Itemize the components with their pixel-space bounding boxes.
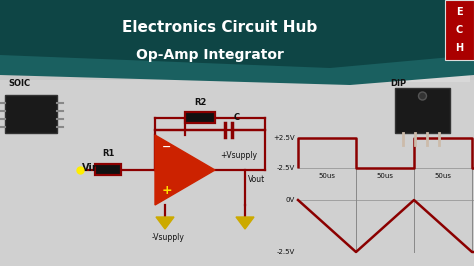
Text: -2.5V: -2.5V (277, 249, 295, 255)
FancyBboxPatch shape (395, 88, 450, 133)
Polygon shape (236, 217, 254, 229)
Text: Vout: Vout (248, 176, 265, 185)
Text: +: + (162, 184, 173, 197)
Text: R1: R1 (102, 149, 114, 158)
Polygon shape (0, 0, 474, 85)
Text: 50us: 50us (319, 173, 336, 179)
Text: Vin: Vin (82, 163, 100, 173)
Polygon shape (0, 0, 474, 68)
Polygon shape (155, 135, 215, 205)
FancyBboxPatch shape (95, 164, 121, 175)
FancyBboxPatch shape (280, 0, 470, 82)
Text: SOIC: SOIC (8, 78, 30, 88)
Text: +2.5V: +2.5V (273, 135, 295, 141)
Text: R2: R2 (194, 98, 206, 107)
Text: -2.5V: -2.5V (277, 165, 295, 171)
Text: +Vsupply: +Vsupply (220, 151, 257, 160)
Text: 50us: 50us (435, 173, 452, 179)
FancyBboxPatch shape (185, 112, 215, 123)
Text: Electronics Circuit Hub: Electronics Circuit Hub (122, 20, 318, 35)
Text: H: H (456, 43, 464, 53)
Text: C: C (234, 113, 240, 122)
FancyBboxPatch shape (0, 80, 474, 266)
Text: -Vsupply: -Vsupply (152, 234, 184, 243)
Polygon shape (156, 217, 174, 229)
Text: C: C (456, 25, 463, 35)
Text: Op-Amp Integrator: Op-Amp Integrator (136, 48, 284, 62)
Text: −: − (162, 142, 172, 152)
Circle shape (419, 92, 427, 100)
FancyBboxPatch shape (445, 0, 474, 60)
Text: 0V: 0V (286, 197, 295, 203)
FancyBboxPatch shape (5, 95, 57, 133)
Text: 50us: 50us (376, 173, 393, 179)
Text: DIP: DIP (390, 78, 406, 88)
Text: E: E (456, 7, 463, 17)
